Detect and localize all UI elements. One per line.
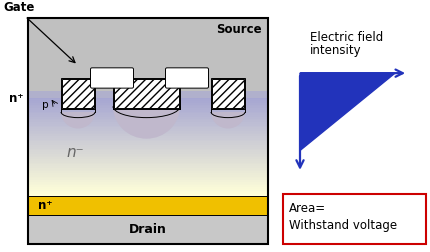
Bar bbox=[28, 196, 268, 215]
Bar bbox=[28, 162, 268, 164]
Text: n⁺: n⁺ bbox=[38, 199, 52, 212]
FancyBboxPatch shape bbox=[90, 68, 133, 88]
Bar bbox=[28, 129, 268, 131]
Bar bbox=[28, 116, 268, 119]
Bar bbox=[28, 134, 268, 136]
Bar bbox=[28, 113, 268, 115]
Wedge shape bbox=[113, 106, 180, 139]
Wedge shape bbox=[61, 112, 95, 129]
Bar bbox=[28, 139, 268, 141]
Bar bbox=[28, 151, 268, 154]
Bar bbox=[28, 127, 268, 129]
Bar bbox=[28, 99, 268, 101]
Bar bbox=[28, 120, 268, 122]
Bar bbox=[28, 185, 268, 187]
Bar bbox=[28, 90, 268, 98]
Bar bbox=[28, 100, 268, 103]
Bar bbox=[114, 79, 179, 108]
Wedge shape bbox=[211, 112, 245, 129]
Bar bbox=[28, 160, 268, 163]
Bar bbox=[28, 109, 268, 112]
Bar bbox=[28, 188, 268, 191]
Bar bbox=[28, 141, 268, 143]
Text: Gate: Gate bbox=[3, 1, 34, 14]
Bar bbox=[28, 149, 268, 152]
Bar bbox=[113, 78, 180, 109]
Bar bbox=[28, 190, 268, 193]
Bar bbox=[211, 78, 245, 109]
Bar bbox=[28, 93, 268, 96]
Bar bbox=[28, 111, 268, 113]
Bar bbox=[28, 118, 268, 120]
Bar bbox=[28, 164, 268, 166]
Bar bbox=[28, 107, 268, 110]
Bar bbox=[28, 102, 268, 105]
FancyBboxPatch shape bbox=[166, 68, 209, 88]
Bar bbox=[28, 153, 268, 155]
Bar bbox=[28, 158, 268, 161]
Bar bbox=[28, 146, 268, 148]
Text: Source: Source bbox=[216, 23, 262, 36]
Bar bbox=[114, 97, 179, 109]
Bar bbox=[28, 114, 268, 117]
Bar bbox=[28, 106, 268, 108]
Bar bbox=[28, 125, 268, 128]
Bar bbox=[28, 135, 268, 138]
Text: n⁻: n⁻ bbox=[66, 145, 83, 161]
Bar bbox=[28, 132, 268, 135]
Bar bbox=[28, 183, 268, 185]
Text: intensity: intensity bbox=[310, 44, 362, 57]
Bar bbox=[28, 121, 268, 124]
Bar bbox=[28, 104, 268, 106]
Bar bbox=[62, 79, 94, 108]
Bar bbox=[28, 95, 268, 98]
Bar bbox=[283, 194, 426, 244]
Bar bbox=[28, 130, 268, 133]
Text: n⁺: n⁺ bbox=[9, 92, 24, 106]
Bar bbox=[28, 193, 268, 196]
Bar bbox=[28, 91, 268, 94]
Bar bbox=[61, 78, 95, 109]
Bar bbox=[28, 97, 268, 99]
Bar bbox=[28, 165, 268, 168]
Bar bbox=[212, 79, 244, 108]
Text: Drain: Drain bbox=[129, 223, 167, 236]
Bar bbox=[28, 155, 268, 157]
Bar bbox=[28, 18, 268, 244]
Text: Withstand voltage: Withstand voltage bbox=[289, 219, 397, 232]
Bar bbox=[28, 137, 268, 140]
Bar bbox=[28, 179, 268, 182]
Bar bbox=[28, 148, 268, 150]
Bar bbox=[28, 90, 268, 92]
Bar bbox=[212, 97, 244, 109]
Bar bbox=[28, 186, 268, 189]
Bar bbox=[28, 192, 268, 194]
Text: Area=: Area= bbox=[289, 202, 326, 215]
Bar bbox=[28, 142, 268, 145]
Text: p: p bbox=[42, 100, 49, 110]
Bar bbox=[28, 171, 268, 173]
Bar bbox=[62, 97, 94, 109]
Bar bbox=[28, 18, 268, 90]
Bar bbox=[28, 176, 268, 178]
Bar bbox=[28, 174, 268, 177]
Text: Electric field: Electric field bbox=[310, 31, 383, 44]
Bar bbox=[28, 181, 268, 184]
Bar bbox=[28, 144, 268, 147]
Bar bbox=[28, 167, 268, 170]
Bar bbox=[28, 123, 268, 126]
Polygon shape bbox=[300, 73, 395, 150]
Bar bbox=[28, 172, 268, 175]
Bar bbox=[28, 178, 268, 180]
Bar bbox=[28, 156, 268, 159]
Bar bbox=[28, 215, 268, 244]
Bar bbox=[28, 169, 268, 171]
